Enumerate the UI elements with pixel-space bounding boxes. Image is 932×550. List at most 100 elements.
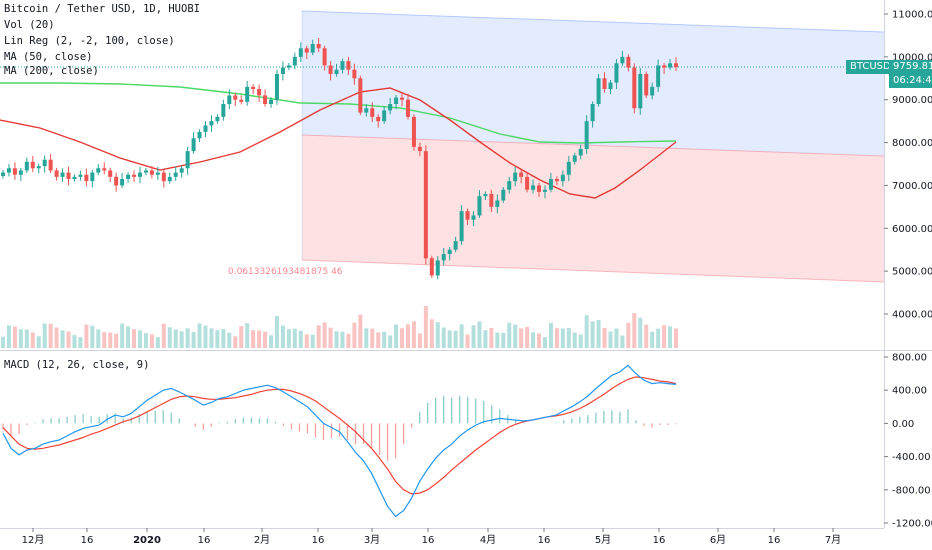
candle-body (358, 78, 363, 113)
volume-bar (161, 323, 166, 348)
volume-bar (227, 332, 232, 348)
candle-body (388, 104, 393, 111)
candle-body (126, 174, 131, 179)
linreg-upper-line (301, 10, 885, 33)
time-tick-label: 16 (81, 535, 94, 546)
candle-body (60, 172, 65, 177)
candle-body (394, 97, 399, 104)
volume-bar (411, 321, 416, 348)
legend-volume[interactable]: Vol (20) (4, 19, 55, 31)
volume-bar (304, 334, 309, 348)
volume-bar (519, 328, 524, 348)
volume-bar (322, 322, 327, 348)
candle-body (120, 179, 125, 186)
symbol-badge: BTCUSDT (846, 60, 901, 74)
legend-linreg[interactable]: Lin Reg (2, -2, 100, close) (4, 35, 175, 47)
candle-body (364, 108, 369, 113)
candle-body (435, 260, 440, 276)
candle-body (572, 155, 577, 162)
candle-body (346, 61, 351, 70)
candle-body (602, 78, 607, 89)
volume-bar (221, 329, 226, 348)
volume-bar (572, 332, 577, 348)
price-tick-label: 9000.00 (892, 95, 932, 106)
last-price-badge: 9759.81 (889, 60, 932, 74)
volume-bar (280, 325, 285, 348)
volume-bar (269, 335, 274, 348)
volume-bar (662, 325, 667, 348)
candle-body (221, 104, 226, 117)
price-pane[interactable] (0, 0, 884, 350)
candle-body (340, 61, 345, 70)
volume-bar (614, 328, 619, 348)
volume-bar (209, 328, 214, 348)
candle-body (84, 174, 89, 182)
volume-bar (405, 324, 410, 348)
legend-ma-50[interactable]: MA (50, close) (4, 51, 93, 63)
volume-bar (167, 327, 172, 348)
volume-bar (495, 332, 500, 348)
candle-body (531, 185, 536, 190)
candle-body (632, 67, 637, 109)
linreg-center-line (301, 134, 885, 157)
candle-body (203, 125, 208, 132)
volume-bar (233, 336, 238, 348)
volume-bar (1, 336, 5, 348)
candlestick-series (1, 38, 678, 280)
volume-bar (548, 322, 553, 348)
volume-bar (608, 331, 613, 348)
volume-bar (114, 333, 119, 348)
volume-bar (334, 331, 339, 348)
candle-body (316, 44, 321, 49)
volume-bar (257, 330, 262, 348)
candle-body (405, 99, 410, 117)
candle-body (334, 69, 339, 74)
candle-body (590, 104, 595, 122)
volume-bar (417, 333, 422, 348)
volume-bar (531, 332, 536, 348)
candle-body (12, 168, 17, 175)
candle-body (566, 161, 571, 175)
candle-body (489, 194, 494, 207)
volume-bar (477, 321, 482, 348)
macd-tick-label: -800.00 (892, 485, 931, 496)
candle-body (554, 179, 559, 182)
time-tick-label: 2月 (254, 534, 270, 546)
candle-body (143, 170, 148, 173)
candle-body (245, 86, 250, 102)
volume-bar (465, 334, 470, 348)
volume-bar (501, 332, 506, 348)
candle-body (644, 74, 649, 96)
time-tick-label: 16 (768, 535, 781, 546)
candle-body (197, 131, 202, 139)
volume-bar (364, 328, 369, 348)
legend-ma-200[interactable]: MA (200, close) (4, 65, 99, 77)
volume-bar (30, 332, 35, 348)
volume-bar (435, 322, 440, 348)
volume-bar (108, 332, 113, 348)
candle-body (501, 189, 506, 201)
volume-bar (423, 306, 428, 348)
volume-bar (126, 326, 131, 348)
candle-body (471, 215, 476, 220)
time-tick-label: 6月 (710, 534, 726, 546)
volume-bar (525, 327, 530, 348)
volume-bar (388, 335, 393, 348)
volume-bar (554, 328, 559, 348)
candle-body (560, 174, 565, 182)
candle-body (36, 166, 41, 169)
volume-bar (12, 326, 17, 348)
volume-bar (149, 334, 154, 348)
price-axis: 11000.00 10000.00 9000.00 8000.00 7000.00 600… (884, 10, 932, 321)
volume-bar (340, 331, 345, 348)
linreg-upper-channel (302, 11, 884, 156)
countdown-badge: 06:24:42 (889, 74, 932, 88)
candle-body (441, 254, 446, 261)
volume-bar (668, 326, 673, 348)
candle-body (191, 138, 196, 152)
volume-bar (632, 313, 637, 348)
legend-macd[interactable]: MACD (12, 26, close, 9) (4, 359, 150, 371)
volume-bar (54, 327, 59, 348)
candle-body (370, 108, 375, 117)
